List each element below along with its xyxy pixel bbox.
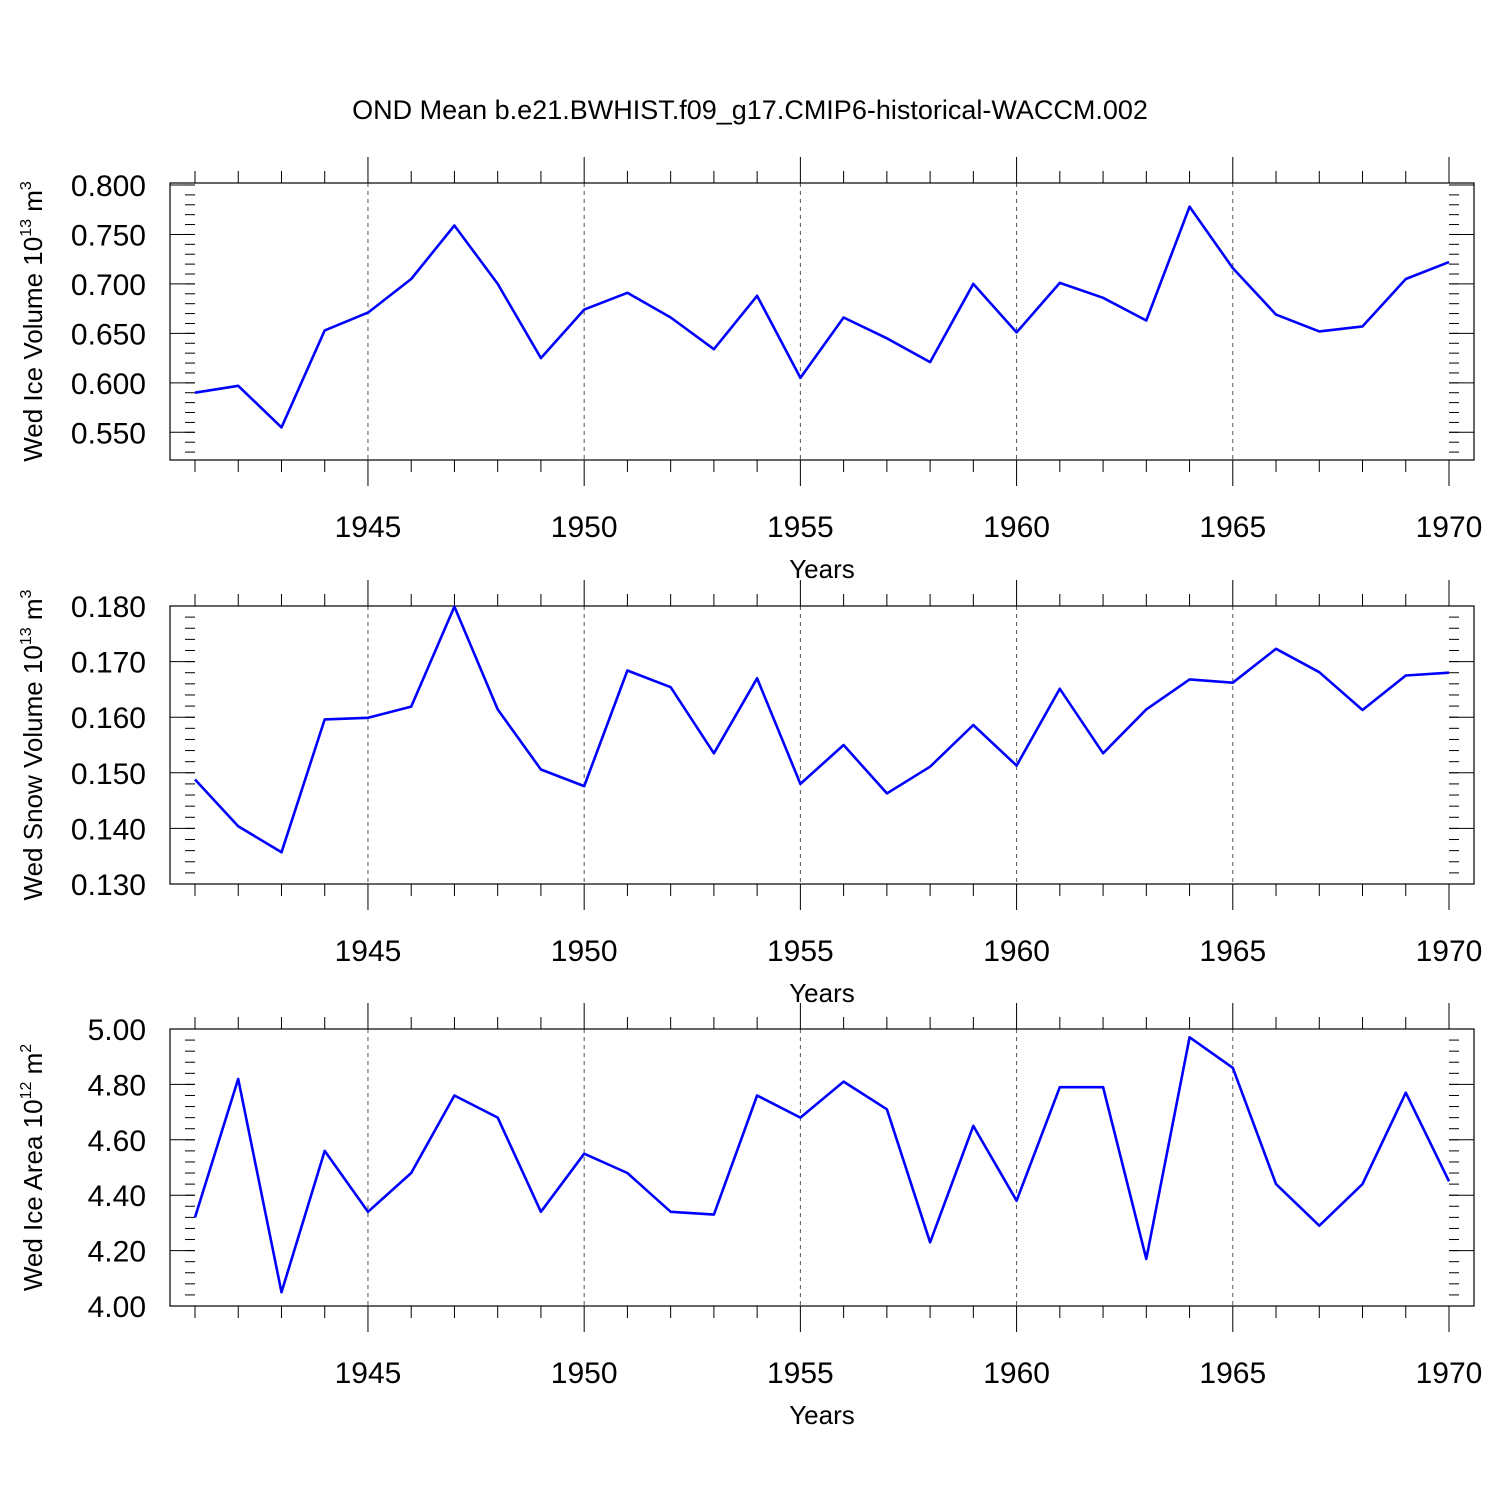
y-axis-label: Wed Ice Area 1012 m2 [18, 1044, 48, 1291]
plot-frame [169, 182, 1475, 461]
x-tick-label: 1950 [551, 511, 618, 544]
series-line-ice-area [193, 1036, 1451, 1294]
y-label-exponent: 12 [18, 1082, 35, 1100]
panel-snow-volume: 0.130 0.140 0.150 0.160 0.170 0.180 1945 1950 19… [18, 580, 1482, 1008]
y-label-exponent: 13 [18, 219, 35, 237]
y-label-unit-exponent: 2 [18, 1044, 35, 1053]
y-tick-label: 4.60 [88, 1125, 146, 1158]
x-tick-label: 1965 [1199, 511, 1266, 544]
y-tick-label: 0.150 [71, 758, 146, 791]
panel-ice-area: 4.00 4.20 4.40 4.60 4.80 5.00 1945 1950 1955 1960… [18, 1003, 1482, 1430]
x-axis-label: Years [789, 978, 855, 1008]
x-tick-label: 1965 [1199, 935, 1266, 968]
y-axis-label: Wed Snow Volume 1013 m3 [18, 589, 48, 900]
x-tick-label: 1955 [767, 511, 834, 544]
y-tick-label: 4.80 [88, 1069, 146, 1102]
x-tick-label: 1945 [335, 935, 402, 968]
y-label-unit: m [18, 1053, 48, 1082]
y-label-unit: m [18, 598, 48, 627]
y-tick-label: 4.40 [88, 1180, 146, 1213]
y-label-unit-exponent: 3 [18, 181, 35, 190]
x-tick-label: 1960 [983, 1357, 1050, 1390]
x-tick-label: 1970 [1416, 935, 1483, 968]
plot-frame [169, 1028, 1475, 1307]
x-tick-label: 1945 [335, 511, 402, 544]
y-tick-label: 0.650 [71, 318, 146, 351]
y-tick-label: 0.600 [71, 368, 146, 401]
x-tick-label: 1955 [767, 935, 834, 968]
x-tick-label: 1965 [1199, 1357, 1266, 1390]
y-tick-label: 4.20 [88, 1236, 146, 1269]
x-tick-label: 1970 [1416, 1357, 1483, 1390]
y-tick-label: 0.160 [71, 702, 146, 735]
y-label-exponent: 13 [18, 627, 35, 645]
x-tick-label: 1960 [983, 511, 1050, 544]
y-tick-label: 4.00 [88, 1291, 146, 1324]
series-line-ice-volume [194, 205, 1450, 429]
x-axis-label: Years [789, 1400, 855, 1430]
y-label-text: Wed Snow Volume 10 [18, 645, 48, 900]
panels: 0.550 0.600 0.650 0.700 0.750 0.800 1945 1950 19… [18, 157, 1482, 1430]
y-label-unit-exponent: 3 [18, 589, 35, 598]
x-tick-label: 1970 [1416, 511, 1483, 544]
y-tick-label: 0.170 [71, 647, 146, 680]
y-tick-label: 0.750 [71, 219, 146, 252]
panel-ice-volume: 0.550 0.600 0.650 0.700 0.750 0.800 1945 1950 19… [18, 157, 1482, 584]
x-tick-label: 1950 [551, 935, 618, 968]
x-tick-label: 1960 [983, 935, 1050, 968]
y-tick-label: 0.130 [71, 869, 146, 902]
plot-frame [169, 605, 1475, 885]
y-tick-label: 0.140 [71, 813, 146, 846]
y-label-unit: m [18, 190, 48, 219]
y-label-text: Wed Ice Area 10 [18, 1099, 48, 1291]
y-tick-label: 0.180 [71, 591, 146, 624]
x-tick-label: 1945 [335, 1357, 402, 1390]
chart-title: OND Mean b.e21.BWHIST.f09_g17.CMIP6-hist… [352, 95, 1148, 125]
y-tick-label: 0.800 [71, 170, 146, 203]
y-tick-label: 0.550 [71, 417, 146, 450]
x-tick-label: 1950 [551, 1357, 618, 1390]
y-tick-label: 0.700 [71, 269, 146, 302]
y-tick-label: 5.00 [88, 1014, 146, 1047]
x-tick-label: 1955 [767, 1357, 834, 1390]
series-line-snow-volume [194, 605, 1450, 854]
y-label-text: Wed Ice Volume 10 [18, 237, 48, 462]
y-axis-label: Wed Ice Volume 1013 m3 [18, 181, 48, 462]
x-axis-label: Years [789, 554, 855, 584]
